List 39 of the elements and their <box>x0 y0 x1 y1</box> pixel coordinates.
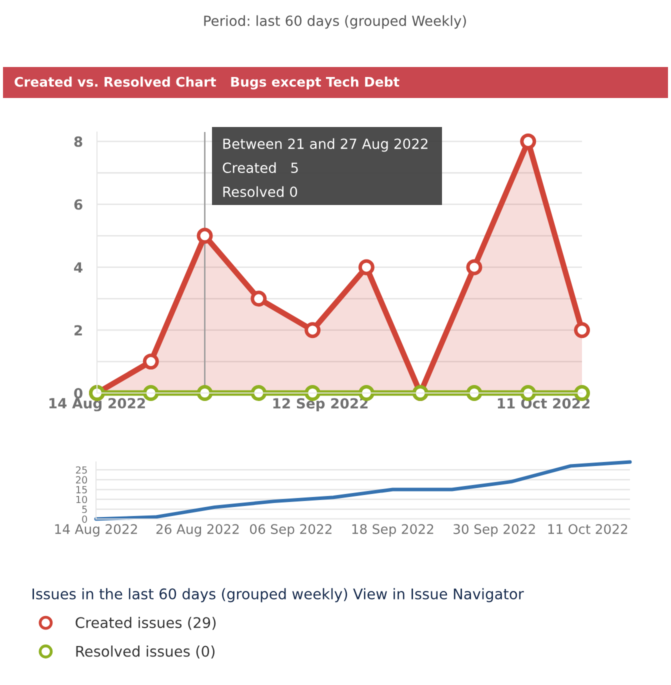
point <box>196 385 213 401</box>
legend-label: Created issues (29) <box>76 616 216 630</box>
point <box>574 322 590 338</box>
x-tick-label: 14 Aug 2022 <box>55 524 137 537</box>
point <box>358 259 374 276</box>
x-tick-label: 06 Sep 2022 <box>250 524 332 537</box>
x-tick-label: 30 Sep 2022 <box>454 524 535 537</box>
point <box>520 133 536 150</box>
point <box>250 290 267 307</box>
text: Period: last 60 days (grouped Weekly) <box>204 15 466 29</box>
point <box>304 322 321 338</box>
y-tick-label: 0 <box>82 515 88 523</box>
line-series <box>94 460 632 521</box>
y-tick-label: 20 <box>76 476 88 484</box>
x-tick-label: 14 Aug 2022 <box>49 398 145 412</box>
x-tick-label: 26 Aug 2022 <box>156 524 239 537</box>
x-tick-label: 18 Sep 2022 <box>352 524 434 537</box>
point <box>196 228 213 244</box>
y-tick-label: 8 <box>74 136 82 147</box>
point <box>466 259 482 276</box>
y-tick-label: 0 <box>74 388 82 398</box>
point <box>466 385 482 401</box>
annotation: Resolved 0 <box>223 186 298 198</box>
chart-subtitle: Bugs except Tech Debt <box>231 76 400 90</box>
y-tick-label: 2 <box>74 325 82 336</box>
legend-label: Resolved issues (0) <box>76 646 214 659</box>
chart-title: Created vs. Resolved Chart <box>14 76 216 87</box>
y-tick-label: 4 <box>74 262 82 272</box>
y-tick-label: 15 <box>76 486 87 494</box>
annotation: Between 21 and 27 Aug 2022 <box>223 138 428 152</box>
point <box>142 354 159 370</box>
x-tick-label: 11 Oct 2022 <box>548 524 628 534</box>
y-tick-label: 25 <box>76 466 87 474</box>
y-tick-label: 10 <box>76 496 88 504</box>
y-tick-label: 5 <box>82 506 87 514</box>
annotation: Created 5 <box>222 162 298 174</box>
legend-title: Issues in the last 60 days (grouped weekly) View in Issue Navigator <box>32 588 524 602</box>
point <box>250 385 267 401</box>
y-tick-label: 6 <box>74 199 82 210</box>
